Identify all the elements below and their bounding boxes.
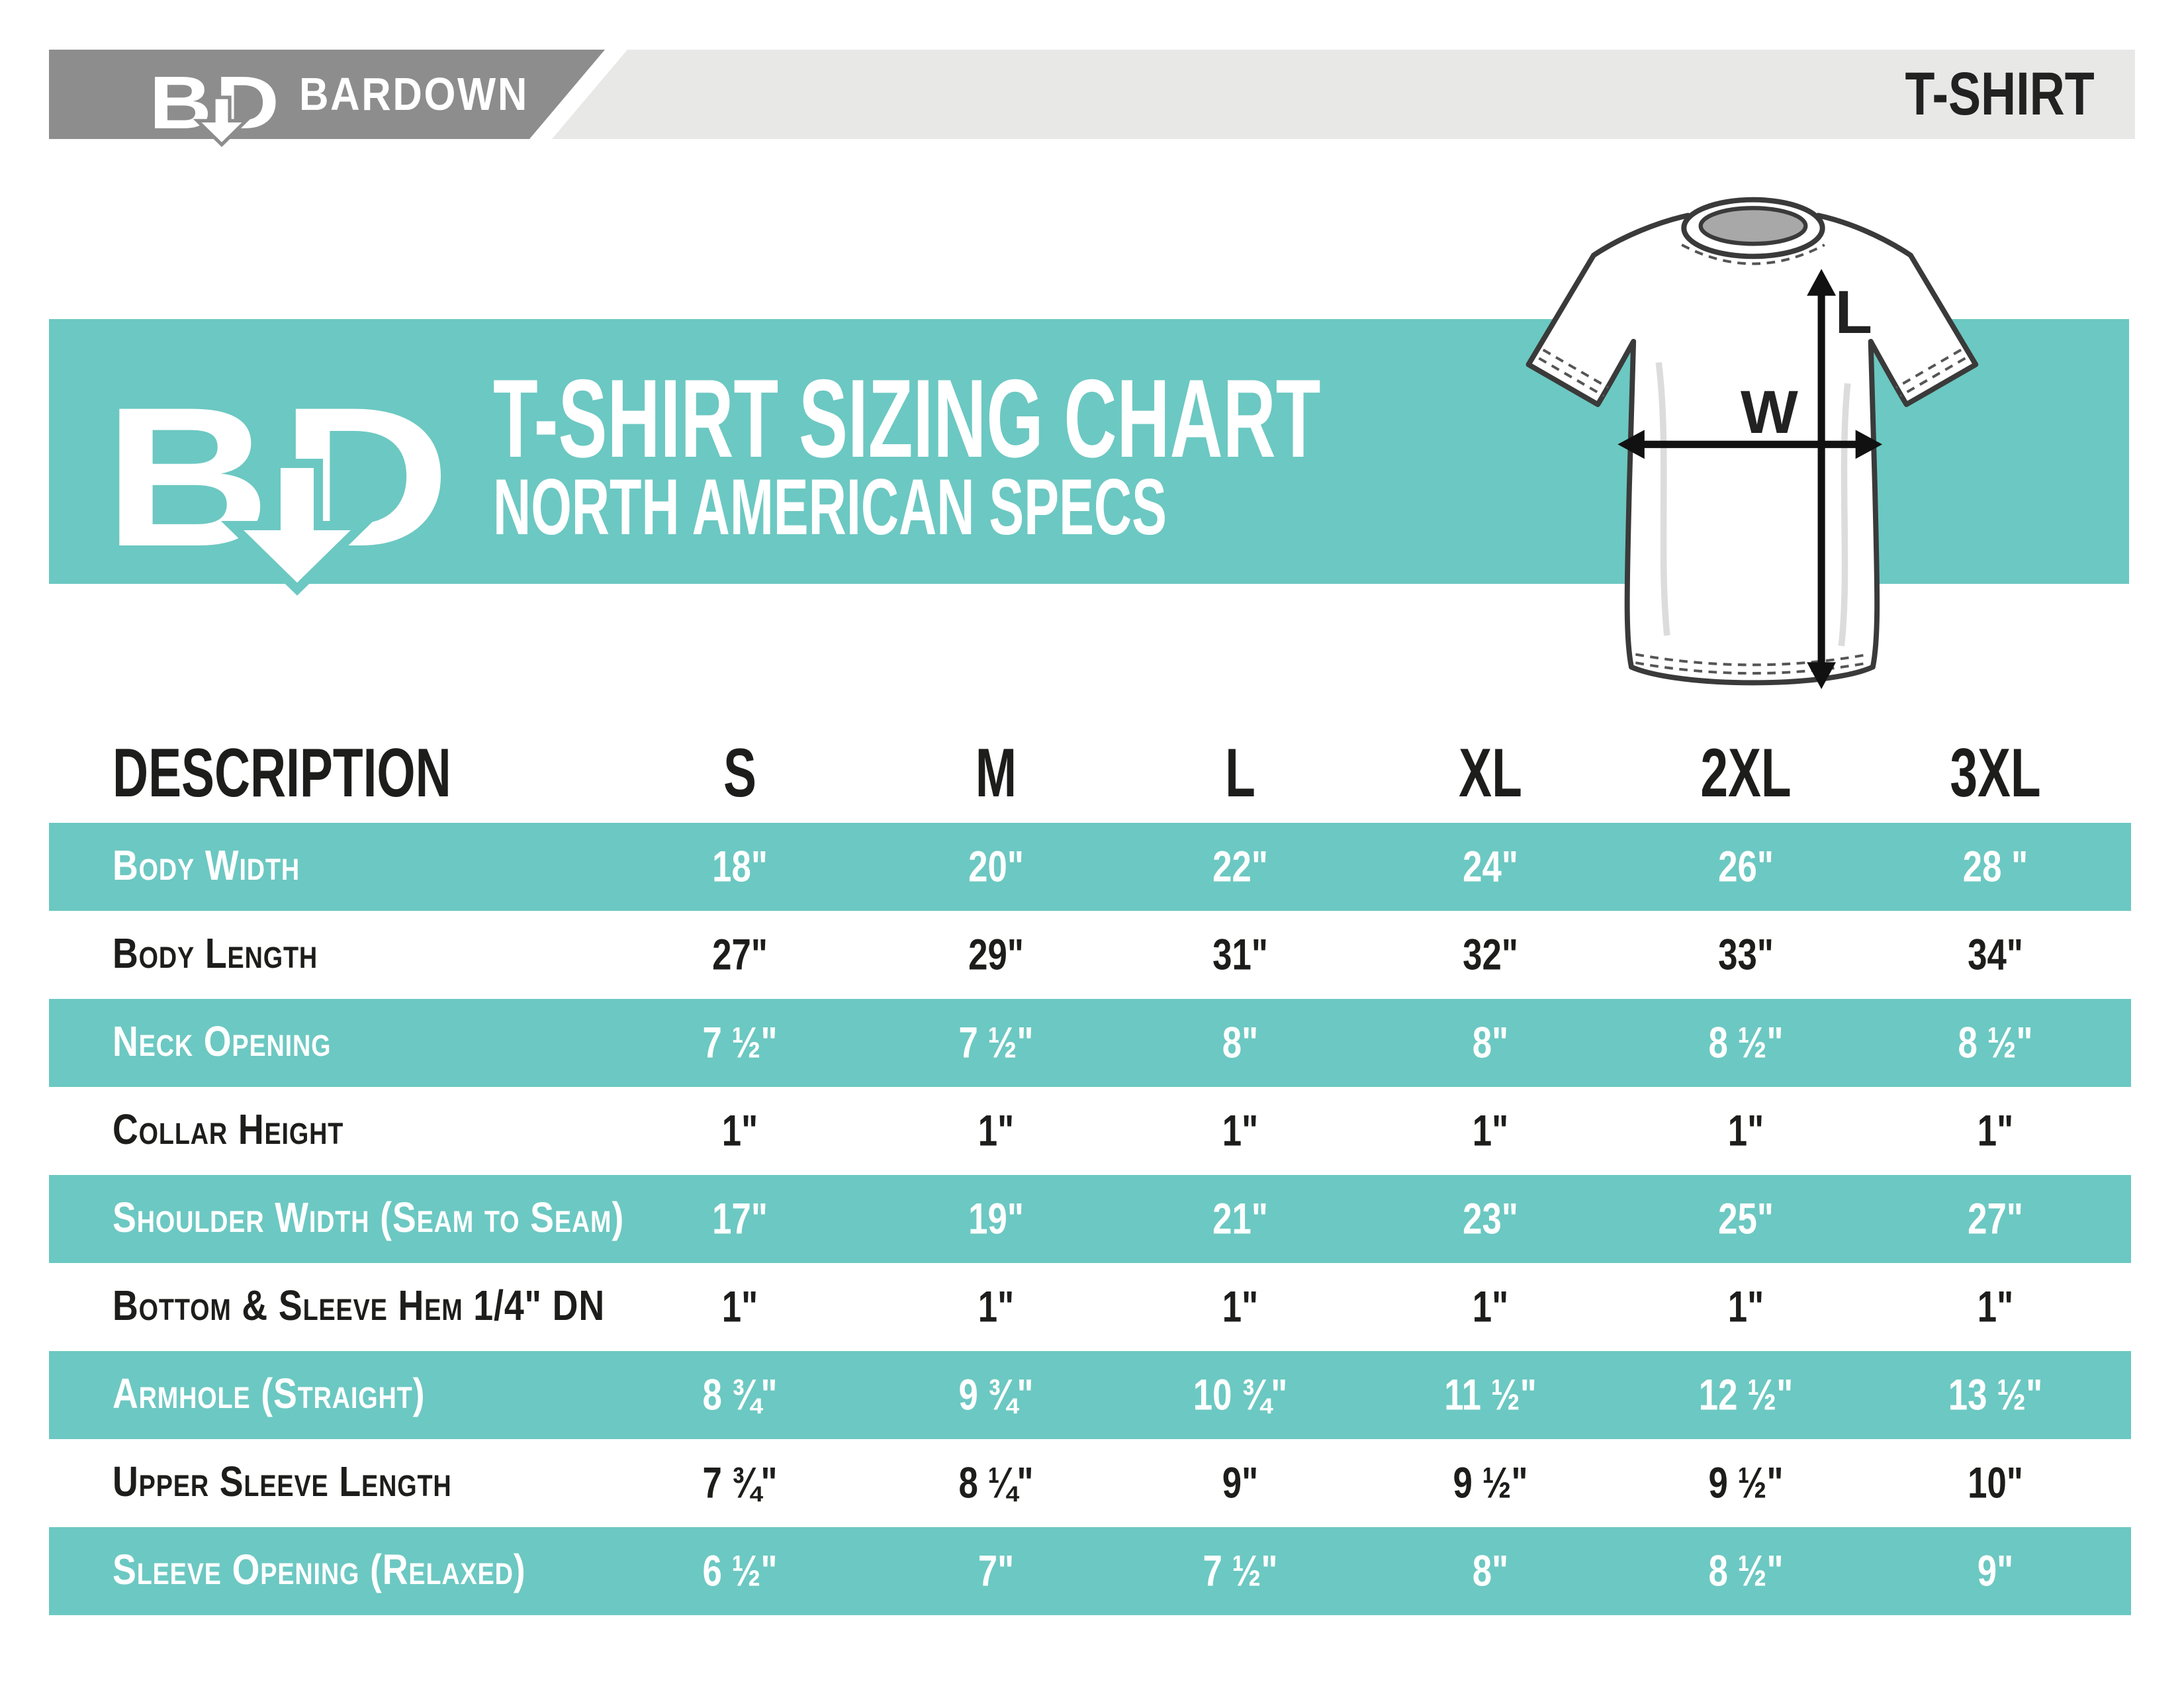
cell-value: 33" [1718, 929, 1774, 978]
cell-value: 7" [978, 1545, 1015, 1595]
cell-value: 9" [1222, 1457, 1259, 1507]
svg-text:B: B [151, 66, 212, 144]
cell-value: 24" [1463, 841, 1518, 890]
cell-value: 27" [712, 929, 768, 978]
table-row-collar-height: Collar Height 1" 1" 1" 1" 1" 1" [49, 1087, 2131, 1175]
cell-value: 9 ¾" [958, 1369, 1034, 1419]
product-title: T-SHIRT [1905, 60, 2095, 128]
cell-value: 23" [1463, 1193, 1518, 1243]
cell-value: 8 ½" [1708, 1017, 1784, 1066]
size-header-2xl: 2XL [1700, 735, 1792, 812]
cell-value: 1" [1727, 1105, 1764, 1154]
cell-value: 29" [968, 929, 1024, 978]
svg-text:B: B [109, 379, 271, 588]
cell-value: 26" [1718, 841, 1774, 890]
chart-title: T-SHIRT SIZING CHART [493, 356, 1321, 481]
table-row-neck-opening: Neck Opening 7 ½" 7 ½" 8" 8" 8 ½" 8 ½" [49, 999, 2131, 1087]
cell-value: 10" [1968, 1457, 2023, 1507]
header-dark-banner [49, 50, 605, 139]
cell-value: 10 ¾" [1193, 1369, 1288, 1419]
cell-value: 31" [1212, 929, 1268, 978]
table-row-shoulder-width: Shoulder Width (Seam to Seam) 17" 19" 21… [49, 1175, 2131, 1263]
width-arrow [1617, 430, 1883, 459]
table-row-body-width: Body Width 18" 20" 22" 24" 26" 28 " [49, 823, 2131, 911]
row-label: Shoulder Width (Seam to Seam) [113, 1193, 625, 1241]
cell-value: 32" [1463, 929, 1518, 978]
cell-value: 9 ½" [1708, 1457, 1784, 1507]
row-label: Body Width [113, 841, 300, 889]
cell-value: 7 ½" [1203, 1545, 1278, 1595]
cell-value: 18" [712, 841, 768, 890]
table-row-armhole: Armhole (Straight) 8 ¾" 9 ¾" 10 ¾" 11 ½"… [49, 1351, 2131, 1439]
row-label: Bottom & Sleeve Hem 1/4" DN [113, 1281, 605, 1329]
tshirt-illustration: W L [1525, 197, 1979, 689]
cell-value: 7 ¾" [702, 1457, 778, 1507]
row-label: Body Length [113, 929, 318, 977]
row-label: Armhole (Straight) [113, 1369, 426, 1417]
cell-value: 27" [1968, 1193, 2023, 1243]
cell-value: 1" [1727, 1281, 1764, 1331]
size-header-m: M [975, 735, 1017, 812]
cell-value: 1" [721, 1281, 758, 1331]
cell-value: 6 ½" [702, 1545, 778, 1595]
cell-value: 1" [978, 1105, 1015, 1154]
cell-value: 11 ½" [1444, 1369, 1537, 1419]
size-header-xl: XL [1459, 735, 1522, 812]
cell-value: 13 ½" [1948, 1369, 2043, 1419]
row-label: Neck Opening [113, 1017, 332, 1065]
cell-value: 1" [1977, 1105, 2014, 1154]
table-row-body-length: Body Length 27" 29" 31" 32" 33" 34" [49, 911, 2131, 999]
chart-subtitle: NORTH AMERICAN SPECS [493, 463, 1167, 551]
length-arrow [1807, 269, 1837, 689]
length-label: L [1835, 279, 1872, 346]
cell-value: 8 ½" [1708, 1545, 1784, 1595]
size-header-s: S [723, 735, 756, 812]
cell-value: 8" [1222, 1017, 1259, 1066]
sizing-table: Body Width 18" 20" 22" 24" 26" 28 " Body… [49, 823, 2131, 1615]
cell-value: 7 ½" [958, 1017, 1034, 1066]
width-label: W [1741, 379, 1798, 446]
bardown-logo-icon: B D [151, 66, 279, 148]
header-light-banner [552, 50, 2135, 139]
cell-value: 21" [1212, 1193, 1268, 1243]
cell-value: 1" [721, 1105, 758, 1154]
cell-value: 17" [712, 1193, 768, 1243]
table-row-upper-sleeve-length: Upper Sleeve Length 7 ¾" 8 ¼" 9" 9 ½" 9 … [49, 1439, 2131, 1527]
cell-value: 1" [1472, 1105, 1509, 1154]
row-label: Upper Sleeve Length [113, 1457, 452, 1505]
cell-value: 8 ½" [1958, 1017, 2033, 1066]
table-header-row: DESCRIPTION S M L XL 2XL 3XL [49, 733, 2131, 813]
cell-value: 12 ½" [1698, 1369, 1794, 1419]
row-label: Sleeve Opening (Relaxed) [113, 1545, 526, 1593]
cell-value: 1" [1222, 1281, 1259, 1331]
cell-value: 1" [978, 1281, 1015, 1331]
cell-value: 9 ½" [1453, 1457, 1528, 1507]
cell-value: 20" [968, 841, 1024, 890]
cell-value: 28 " [1962, 841, 2028, 890]
bardown-logo-large-icon: B D [109, 379, 451, 596]
cell-value: 7 ½" [702, 1017, 778, 1066]
cell-value: 1" [1977, 1281, 2014, 1331]
cell-value: 8" [1472, 1017, 1509, 1066]
size-header-3xl: 3XL [1950, 735, 2041, 812]
cell-value: 19" [968, 1193, 1024, 1243]
cell-value: 25" [1718, 1193, 1774, 1243]
cell-value: 8 ¼" [958, 1457, 1034, 1507]
cell-value: 22" [1212, 841, 1268, 890]
cell-value: 9" [1977, 1545, 2014, 1595]
brand-name: BARDOWN [299, 68, 529, 120]
cell-value: 1" [1222, 1105, 1259, 1154]
row-label: Collar Height [113, 1105, 344, 1153]
cell-value: 1" [1472, 1281, 1509, 1331]
size-header-l: L [1225, 735, 1255, 812]
description-header: DESCRIPTION [113, 735, 451, 812]
cell-value: 8 ¾" [702, 1369, 778, 1419]
table-row-bottom-sleeve-hem: Bottom & Sleeve Hem 1/4" DN 1" 1" 1" 1" … [49, 1263, 2131, 1351]
table-row-sleeve-opening: Sleeve Opening (Relaxed) 6 ½" 7" 7 ½" 8"… [49, 1527, 2131, 1615]
cell-value: 8" [1472, 1545, 1509, 1595]
cell-value: 34" [1968, 929, 2023, 978]
